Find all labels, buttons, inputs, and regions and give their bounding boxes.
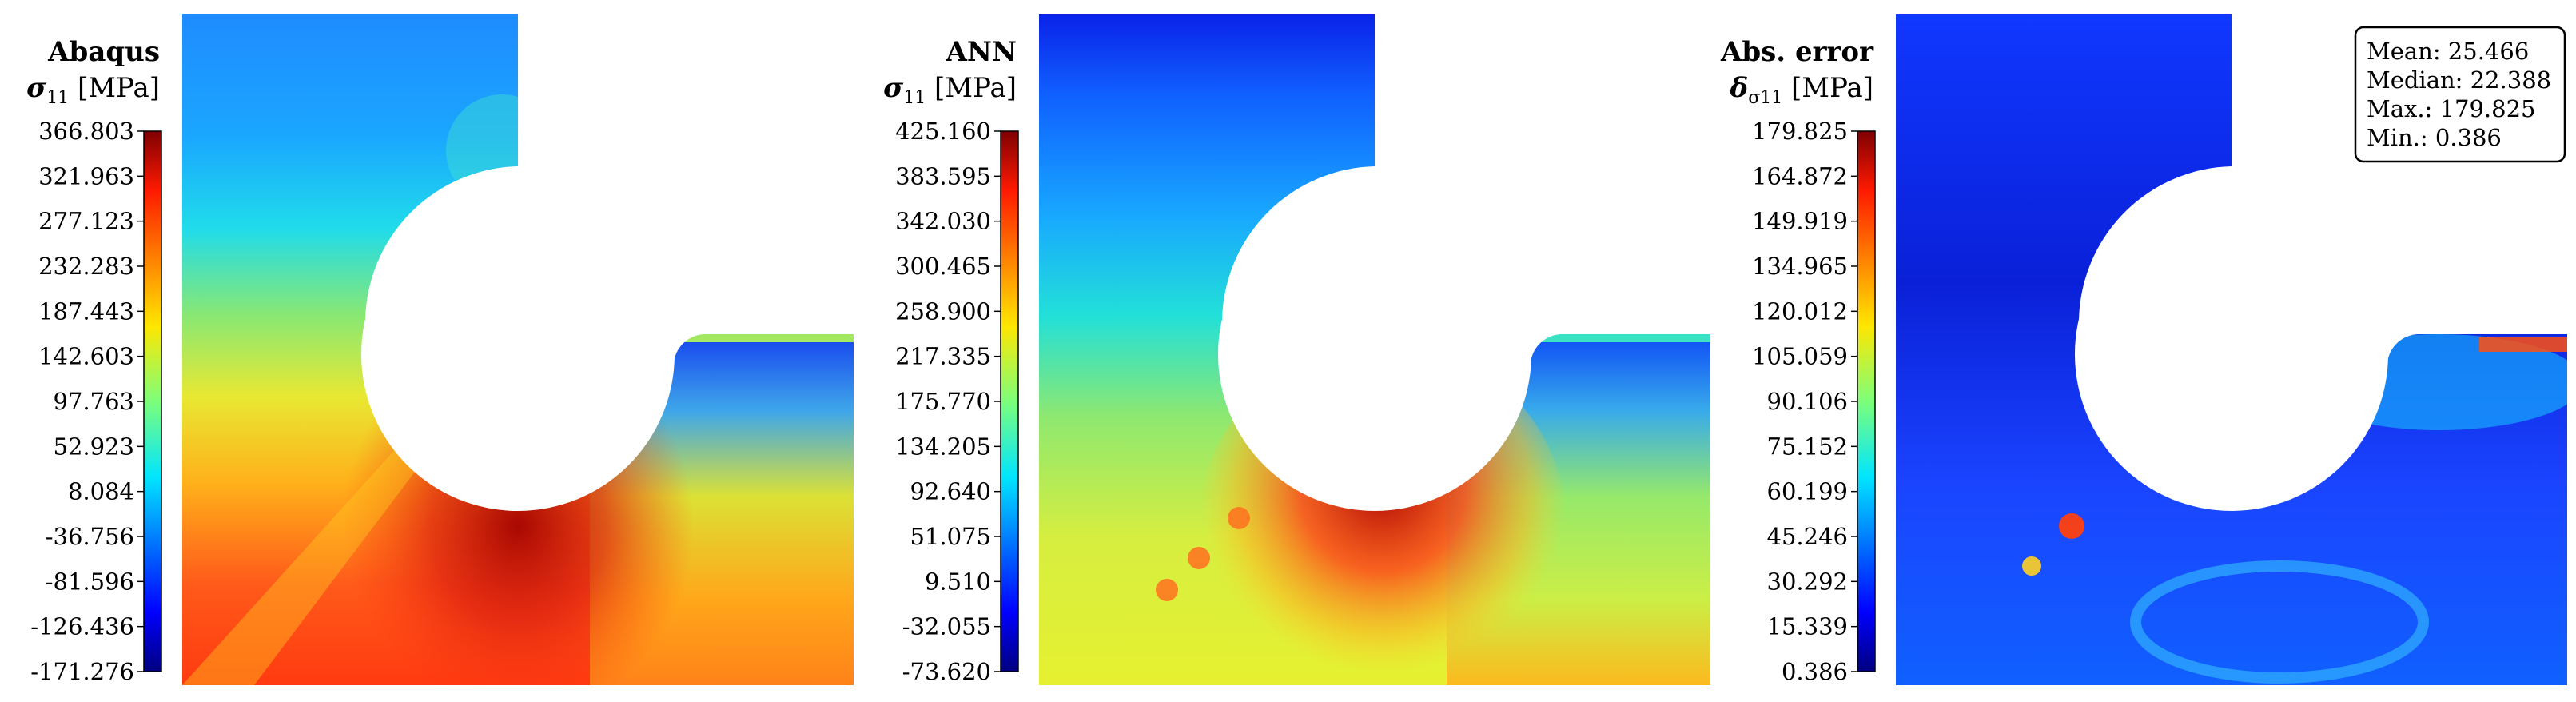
colorbar-tick-label: 15.339 (1767, 613, 1848, 640)
colorbar-title: ANN (945, 36, 1017, 68)
colorbar-tick-label: -73.620 (902, 658, 991, 685)
colorbar-tick-label: 425.160 (895, 118, 991, 145)
artifact-dot (1228, 507, 1250, 529)
stats-box (2354, 26, 2566, 163)
colorbar-tick-label: 175.770 (895, 388, 991, 415)
colorbar-tick-label: 52.923 (54, 433, 134, 460)
colorbar-tick-label: -171.276 (30, 658, 134, 685)
colorbar-tick-label: 258.900 (895, 297, 991, 325)
colorbar-tick-label: 0.386 (1782, 658, 1848, 685)
colorbar-tick-label: 134.205 (895, 433, 991, 460)
colorbar-tick-label: 342.030 (895, 208, 991, 235)
colorbar-tick-label: 30.292 (1767, 568, 1848, 595)
colorbar-tick-label: 300.465 (895, 253, 991, 280)
colorbar-tick-label: 9.510 (925, 568, 991, 595)
colorbar-tick-label: 232.283 (38, 253, 134, 280)
error-spot (2022, 556, 2041, 576)
stat-median: Median: 22.388 (2367, 66, 2551, 94)
artifact-dot (1188, 547, 1210, 569)
colorbar-tick-label: 8.084 (68, 478, 134, 505)
colorbar-tick-label: 179.825 (1752, 118, 1848, 145)
colorbar-tick-label: 51.075 (910, 523, 991, 550)
panel-2: 425.160 383.595 342.030 300.465 258.900 217.3… (883, 14, 1710, 685)
colorbar-tick-label: -81.596 (46, 568, 134, 595)
colorbar-title: Abaqus (47, 36, 160, 68)
colorbar-tick-label: 105.059 (1752, 343, 1848, 370)
colorbar-tick-label: -36.756 (46, 523, 134, 550)
colorbar (1000, 130, 1019, 672)
colorbar-quantity: σ11 [MPa] (883, 72, 1017, 108)
hole (2075, 197, 2388, 511)
stat-max: Max.: 179.825 (2367, 95, 2535, 122)
stat-mean: Mean: 25.466 (2367, 38, 2529, 65)
error-spot (2479, 337, 2567, 352)
stat-min: Min.: 0.386 (2367, 124, 2502, 151)
colorbar-tick-label: 142.603 (38, 343, 134, 370)
colorbar-tick-label: 60.199 (1767, 478, 1848, 505)
colorbar (143, 130, 162, 672)
error-spot (2059, 513, 2084, 539)
colorbar (1857, 130, 1876, 672)
colorbar-tick-label: 187.443 (38, 297, 134, 325)
colorbar-tick-label: 92.640 (910, 478, 991, 505)
colorbar-tick-label: 164.872 (1752, 162, 1848, 189)
colorbar-tick-label: -126.436 (30, 613, 134, 640)
colorbar-quantity: σ11 [MPa] (26, 72, 160, 108)
colorbar-tick-label: 366.803 (38, 118, 134, 145)
colorbar-title: Abs. error (1720, 36, 1874, 68)
panel-3: 179.825 164.872 149.919 134.965 120.012 105.0… (1720, 14, 2567, 685)
hole (1218, 197, 1531, 511)
colorbar-tick-label: 90.106 (1767, 388, 1848, 415)
colorbar-tick-label: 120.012 (1752, 297, 1848, 325)
colorbar-tick-label: 321.963 (38, 162, 134, 189)
colorbar-tick-label: 383.595 (895, 162, 991, 189)
colorbar-tick-label: 134.965 (1752, 253, 1848, 280)
colorbar-quantity: δσ11 [MPa] (1730, 72, 1873, 108)
hole (361, 197, 675, 511)
colorbar-tick-label: 45.246 (1767, 523, 1848, 550)
colorbar-tick-label: 75.152 (1767, 433, 1848, 460)
colorbar-tick-label: 149.919 (1752, 208, 1848, 235)
colorbar-tick-label: -32.055 (902, 613, 991, 640)
colorbar-tick-label: 97.763 (54, 388, 134, 415)
panel-1: 366.803 321.963 277.123 232.283 187.443 142.6… (26, 14, 854, 685)
artifact-dot (1156, 579, 1178, 601)
colorbar-tick-label: 277.123 (38, 208, 134, 235)
colorbar-tick-label: 217.335 (895, 343, 991, 370)
